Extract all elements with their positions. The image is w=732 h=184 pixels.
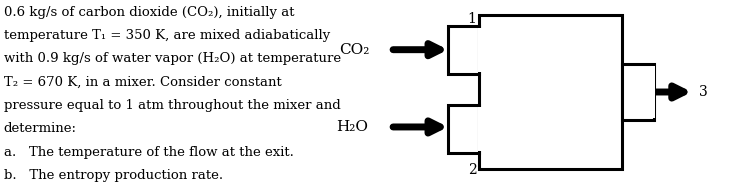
Bar: [478, 107, 482, 151]
Text: 1: 1: [468, 12, 477, 26]
Text: determine:: determine:: [4, 122, 77, 135]
Bar: [651, 66, 655, 118]
Bar: [622, 64, 654, 120]
Text: a.   The temperature of the flow at the exit.: a. The temperature of the flow at the ex…: [4, 146, 294, 159]
Bar: [448, 105, 479, 153]
Text: 0.6 kg/s of carbon dioxide (CO₂), initially at: 0.6 kg/s of carbon dioxide (CO₂), initia…: [4, 6, 294, 19]
Text: temperature T₁ = 350 K, are mixed adiabatically: temperature T₁ = 350 K, are mixed adiaba…: [4, 29, 330, 42]
Text: b.   The entropy production rate.: b. The entropy production rate.: [4, 169, 223, 182]
Bar: [479, 15, 622, 169]
Text: pressure equal to 1 atm throughout the mixer and: pressure equal to 1 atm throughout the m…: [4, 99, 340, 112]
Text: with 0.9 kg/s of water vapor (H₂O) at temperature: with 0.9 kg/s of water vapor (H₂O) at te…: [4, 52, 341, 65]
Bar: [448, 26, 479, 74]
Bar: [478, 28, 482, 72]
Text: H₂O: H₂O: [336, 120, 368, 134]
Text: T₂ = 670 K, in a mixer. Consider constant: T₂ = 670 K, in a mixer. Consider constan…: [4, 76, 281, 89]
Text: CO₂: CO₂: [340, 43, 370, 57]
Text: 3: 3: [699, 85, 708, 99]
Text: 2: 2: [468, 163, 477, 177]
